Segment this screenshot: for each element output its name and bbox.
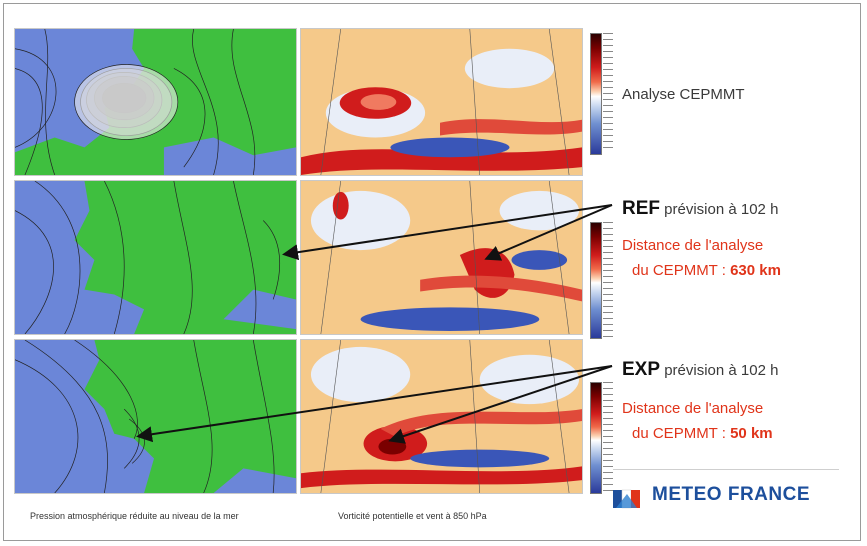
ref-distance-value: 630 km (730, 262, 781, 279)
colorbar-exp (590, 382, 602, 494)
colorbar-analysis (590, 33, 602, 155)
colorbar-ticks-exp (603, 382, 613, 492)
ref-name: REF (622, 198, 660, 219)
pressure-map-ref (14, 180, 297, 335)
exp-name: EXP (622, 359, 661, 380)
pressure-map-analysis (14, 28, 297, 176)
ref-distance-line1: Distance de l'analyse (622, 237, 764, 254)
brand-name: METEO FRANCE (652, 484, 810, 505)
analysis-label: Analyse CEPMMT (622, 86, 745, 103)
ref-label: REF prévision à 102 h (622, 198, 778, 220)
exp-label: EXP prévision à 102 h (622, 359, 778, 381)
meteo-france-logo-icon (613, 489, 640, 509)
vorticity-map-exp (300, 339, 583, 494)
ref-forecast-text: prévision à 102 h (660, 201, 779, 218)
vorticity-map-ref (300, 180, 583, 335)
caption-vorticity: Vorticité potentielle et vent à 850 hPa (338, 511, 487, 521)
ref-distance-prefix: du CEPMMT : (632, 262, 731, 279)
colorbar-ref (590, 222, 602, 339)
ref-distance-line2: du CEPMMT : 630 km (632, 262, 781, 279)
exp-distance-value: 50 km (730, 425, 773, 442)
exp-forecast-text: prévision à 102 h (660, 362, 779, 379)
colorbar-ticks-ref (603, 222, 613, 337)
exp-distance-prefix: du CEPMMT : (632, 425, 731, 442)
colorbar-ticks-analysis (603, 33, 613, 153)
exp-distance-line1: Distance de l'analyse (622, 400, 764, 417)
caption-pressure: Pression atmosphérique réduite au niveau… (30, 511, 239, 521)
brand-divider (613, 469, 839, 470)
pressure-map-exp (14, 339, 297, 494)
vorticity-map-analysis (300, 28, 583, 176)
exp-distance-line2: du CEPMMT : 50 km (632, 425, 773, 442)
